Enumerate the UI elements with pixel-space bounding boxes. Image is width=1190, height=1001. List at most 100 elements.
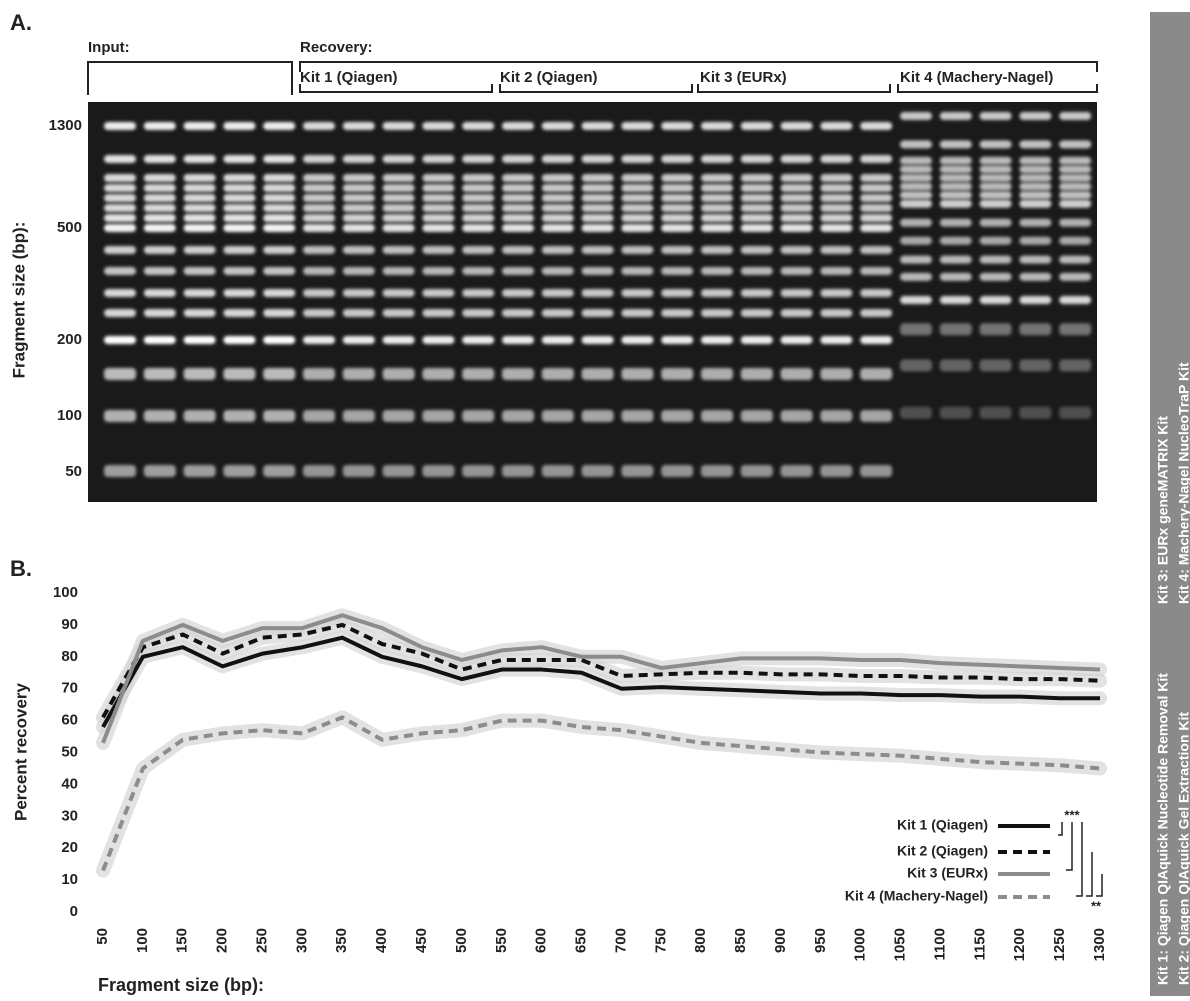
gel-band bbox=[621, 246, 653, 254]
gel-band bbox=[343, 155, 375, 163]
y-tick-label: 70 bbox=[61, 680, 78, 697]
gel-band bbox=[303, 214, 335, 222]
gel-band bbox=[940, 183, 972, 191]
gel-band bbox=[582, 267, 614, 275]
gel-band bbox=[343, 214, 375, 222]
x-tick-label: 900 bbox=[772, 928, 789, 953]
gel-band bbox=[741, 289, 773, 297]
gel-band bbox=[781, 336, 813, 344]
gel-band bbox=[1019, 140, 1051, 148]
panel-label: B. bbox=[10, 556, 32, 581]
gel-band bbox=[343, 309, 375, 317]
gel-band bbox=[184, 336, 216, 344]
gel-band bbox=[621, 410, 653, 422]
x-tick-label: 1150 bbox=[971, 928, 988, 961]
gel-band bbox=[940, 256, 972, 264]
gel-band bbox=[1019, 174, 1051, 182]
gel-band bbox=[303, 155, 335, 163]
gel-band bbox=[104, 174, 136, 182]
gel-band bbox=[940, 174, 972, 182]
gel-band bbox=[303, 368, 335, 380]
gel-band bbox=[900, 157, 932, 165]
gel-band bbox=[263, 309, 295, 317]
gel-band bbox=[263, 246, 295, 254]
gel-band bbox=[422, 214, 454, 222]
gel-band bbox=[701, 155, 733, 163]
gel-band bbox=[263, 368, 295, 380]
gel-band bbox=[940, 273, 972, 281]
gel-band bbox=[582, 194, 614, 202]
gel-band bbox=[940, 359, 972, 371]
gel-band bbox=[184, 155, 216, 163]
gel-band bbox=[184, 194, 216, 202]
gel-band bbox=[661, 289, 693, 297]
gel-band bbox=[1059, 112, 1091, 120]
gel-band bbox=[621, 289, 653, 297]
x-tick-label: 400 bbox=[373, 928, 390, 953]
gel-band bbox=[621, 267, 653, 275]
gel-band bbox=[104, 267, 136, 275]
gel-band bbox=[980, 140, 1012, 148]
gel-band bbox=[104, 336, 136, 344]
gel-band bbox=[502, 368, 534, 380]
gel-band bbox=[582, 184, 614, 192]
gel-band bbox=[860, 155, 892, 163]
kit-label: Kit 2 (Qiagen) bbox=[500, 69, 598, 86]
gel-band bbox=[820, 368, 852, 380]
gel-band bbox=[383, 194, 415, 202]
x-axis-label: Fragment size (bp): bbox=[98, 975, 264, 995]
gel-band bbox=[303, 122, 335, 130]
gel-band bbox=[900, 174, 932, 182]
gel-band bbox=[940, 200, 972, 208]
gel-band bbox=[184, 246, 216, 254]
gel-band bbox=[741, 204, 773, 212]
gel-band bbox=[184, 465, 216, 477]
gel-band bbox=[980, 256, 1012, 264]
gel-band bbox=[820, 174, 852, 182]
gel-band bbox=[542, 465, 574, 477]
gel-band bbox=[820, 246, 852, 254]
gel-band bbox=[621, 184, 653, 192]
gel-band bbox=[781, 465, 813, 477]
recovery-label: Recovery: bbox=[300, 39, 373, 56]
gel-band bbox=[820, 204, 852, 212]
gel-band bbox=[820, 122, 852, 130]
gel-band bbox=[1019, 183, 1051, 191]
gel-band bbox=[263, 465, 295, 477]
gel-band bbox=[184, 122, 216, 130]
gel-band bbox=[1019, 407, 1051, 419]
gel-band bbox=[820, 214, 852, 222]
gel-band bbox=[582, 155, 614, 163]
gel-band bbox=[860, 465, 892, 477]
gel-band bbox=[860, 246, 892, 254]
gel-band bbox=[104, 465, 136, 477]
gel-band bbox=[343, 174, 375, 182]
gel-band bbox=[542, 410, 574, 422]
gel-band bbox=[781, 184, 813, 192]
gel-band bbox=[1019, 165, 1051, 173]
gel-band bbox=[820, 194, 852, 202]
gel-band bbox=[621, 155, 653, 163]
x-tick-label: 300 bbox=[293, 928, 310, 953]
gel-band bbox=[383, 336, 415, 344]
gel-band bbox=[383, 246, 415, 254]
gel-band bbox=[940, 165, 972, 173]
gel-band bbox=[462, 122, 494, 130]
gel-band bbox=[303, 309, 335, 317]
gel-band bbox=[900, 237, 932, 245]
gel-band bbox=[343, 194, 375, 202]
gel-band bbox=[502, 122, 534, 130]
gel-band bbox=[940, 219, 972, 227]
gel-band bbox=[1019, 359, 1051, 371]
gel-band bbox=[900, 256, 932, 264]
gel-band bbox=[980, 157, 1012, 165]
x-tick-label: 1100 bbox=[931, 928, 948, 961]
gel-band bbox=[582, 465, 614, 477]
gel-band bbox=[621, 214, 653, 222]
y-tick-label: 10 bbox=[61, 871, 78, 888]
gel-band bbox=[621, 122, 653, 130]
gel-band bbox=[1019, 191, 1051, 199]
gel-band bbox=[343, 204, 375, 212]
gel-band bbox=[422, 368, 454, 380]
gel-band bbox=[1059, 296, 1091, 304]
